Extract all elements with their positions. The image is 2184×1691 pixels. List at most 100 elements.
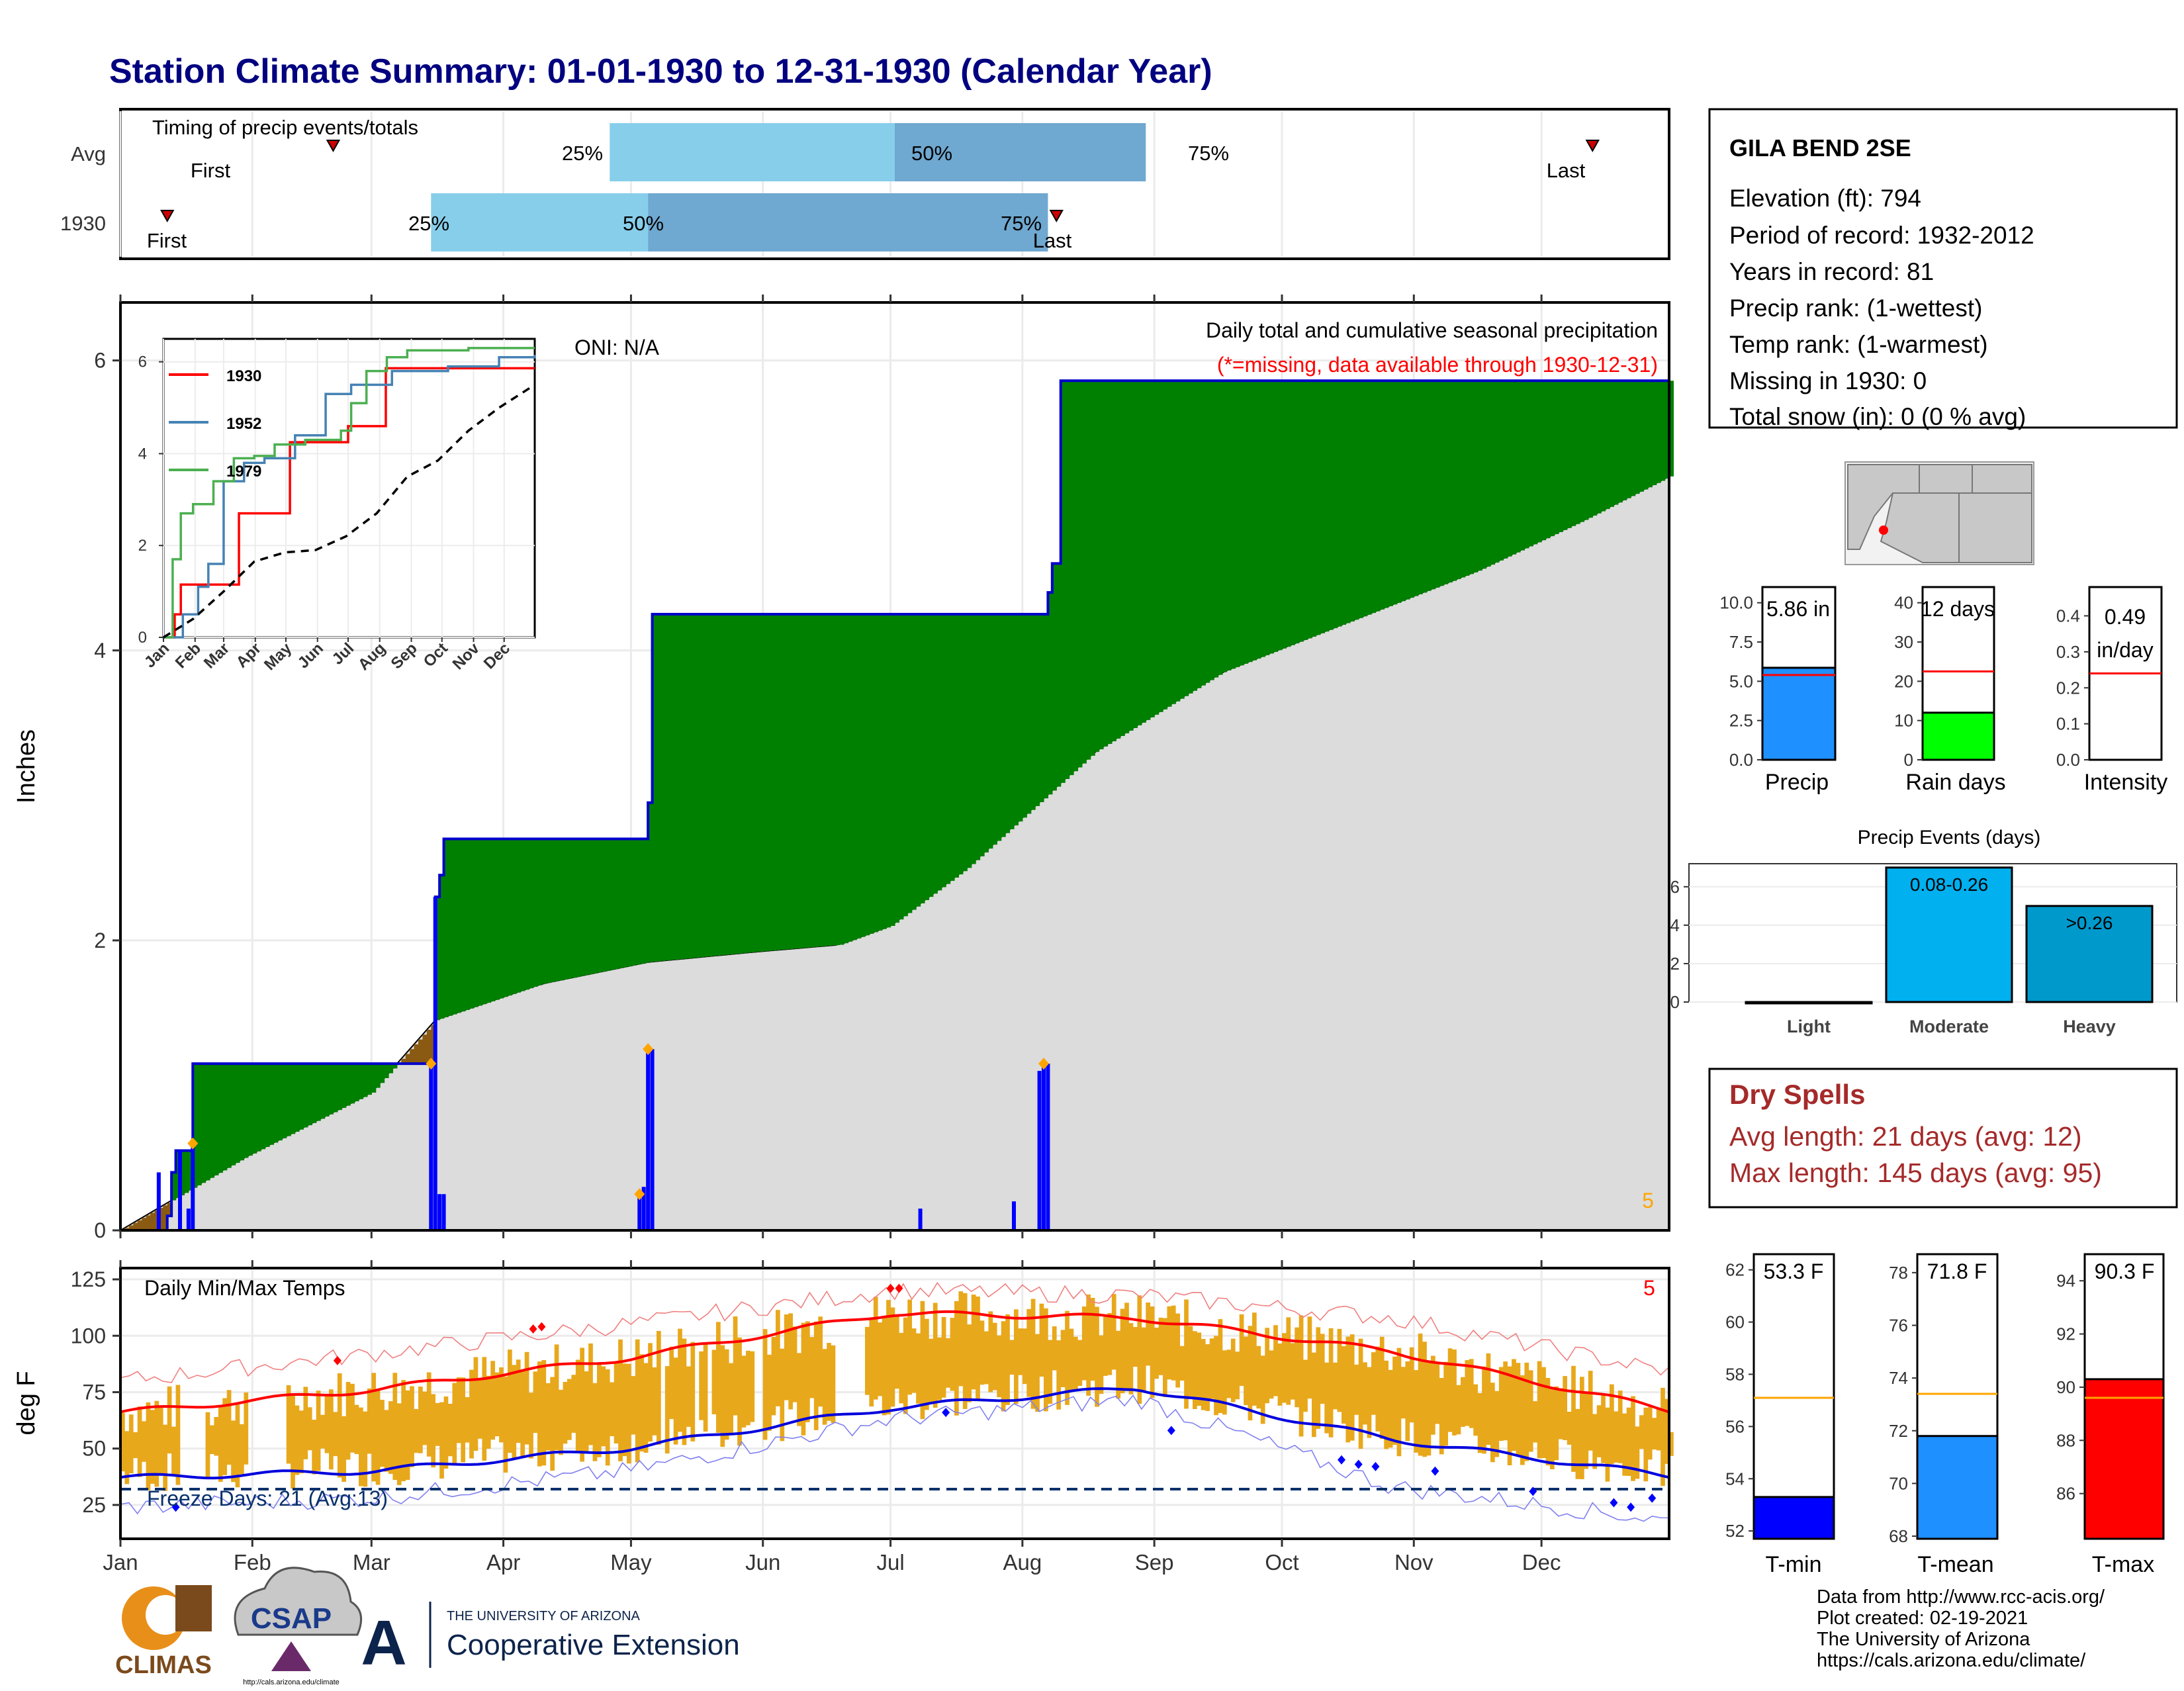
timing-1930-last: Last: [1033, 229, 1072, 252]
timing-bar-50-75: [648, 193, 1048, 251]
mini-temp-tick-label: 62: [1725, 1260, 1745, 1280]
timing-bars: [160, 123, 1600, 251]
events-y-tick-label: 6: [1670, 877, 1680, 897]
month-tick-label: Jun: [745, 1550, 780, 1575]
ua-small-text: THE UNIVERSITY OF ARIZONA: [447, 1609, 641, 1623]
precip-y-label: Inches: [13, 729, 40, 803]
mini-precip-bar: [1761, 666, 1837, 761]
month-tick-label: May: [610, 1550, 652, 1575]
precip-daily-bar: [646, 1049, 651, 1230]
month-tick-label: Nov: [1394, 1550, 1433, 1575]
precip-daily-bar: [1042, 1064, 1046, 1230]
mini-precip-tick-label: 10.0: [1719, 593, 1753, 613]
mini-intensity-label: Intensity: [2084, 770, 2168, 795]
csap-mountain-shape: [271, 1641, 311, 1671]
station-line-snow: Total snow (in): 0 (0 % avg): [1729, 403, 2026, 430]
station-name: GILA BEND 2SE: [1729, 134, 1911, 161]
temp-record-low-marker: [1354, 1459, 1363, 1469]
temp-y-tick-label: 25: [82, 1493, 106, 1517]
timing-last-marker: [1585, 140, 1600, 153]
precip-daily-bar: [641, 1187, 646, 1230]
footer-line-2: Plot created: 02-19-2021: [1817, 1608, 2028, 1629]
dry-spells-box: Dry Spells Avg length: 21 days (avg: 12)…: [1708, 1068, 2178, 1209]
events-plot: Light 0.08-0.26 Moderate >0.26 Heavy 0 2 4 6: [1670, 863, 2177, 1036]
events-bar-label: 0.08-0.26: [1910, 874, 1988, 895]
timing-avg-label: Avg: [71, 142, 106, 165]
temp-y-label: deg F: [13, 1371, 40, 1435]
mini-raindays-label: Rain days: [1905, 770, 2005, 795]
mini-temp-tick-label: 56: [1725, 1416, 1745, 1436]
mini-tmin-label: T-min: [1766, 1552, 1822, 1577]
mini-temp-tick-label: 92: [2056, 1324, 2075, 1344]
timing-title: Timing of precip events/totals: [152, 116, 418, 139]
timing-1930-75: 75%: [1001, 212, 1042, 235]
precip-events-chart: Precip Events (days) Light 0.08-0.26 Moder…: [1670, 827, 2177, 1036]
mini-precip-tick-label: 7.5: [1729, 632, 1753, 652]
temp-record-high-marker: [529, 1324, 537, 1334]
temp-panel: 25 50 75 100 125 Daily Min/Max Temps 5 Freez…: [13, 1230, 1674, 1575]
mini-temp-tick-label: 88: [2056, 1430, 2075, 1450]
precip-cumulative-line: [120, 379, 1669, 1232]
events-bar-light: [1745, 1001, 1873, 1005]
precip-daily-bar: [156, 1172, 161, 1230]
events-y-tick-label: 0: [1670, 992, 1680, 1012]
temp-frame: [119, 1267, 1670, 1540]
freeze-days-label: Freeze Days: 21 (Avg:13): [147, 1486, 388, 1510]
mini-temp-tick-label: 76: [1889, 1316, 1908, 1336]
timing-last-marker: [1049, 210, 1064, 223]
timing-1930-first: First: [147, 229, 187, 252]
mini-temp-tick-label: 86: [2056, 1484, 2075, 1504]
timing-first-marker: [160, 210, 175, 223]
events-x-label: Heavy: [2063, 1017, 2116, 1036]
temp-record-max-line: [120, 1281, 1670, 1383]
month-tick-label: Apr: [486, 1550, 520, 1575]
precip-daily-bar: [186, 1209, 191, 1230]
temp-record-low-marker: [1529, 1486, 1537, 1496]
inset-line-1979: [163, 347, 535, 639]
temp-record-low-marker: [1371, 1461, 1380, 1471]
temp-record-high-marker: [333, 1355, 341, 1365]
month-tick-label: Jul: [876, 1550, 904, 1575]
locator-map: [1844, 461, 2034, 565]
mini-precip-tick-label: 0.1: [2056, 714, 2080, 734]
month-tick-label: Feb: [234, 1550, 271, 1575]
mini-temp-bar: [2083, 1378, 2165, 1540]
temp-y-tick-label: 100: [71, 1324, 106, 1348]
inset-lines: [163, 347, 536, 639]
precip-daily-bar: [918, 1209, 923, 1230]
events-title: Precip Events (days): [1858, 827, 2041, 848]
ua-logo: A THE UNIVERSITY OF ARIZONA Cooperative …: [361, 1602, 740, 1678]
events-y-tick-label: 2: [1670, 954, 1680, 974]
inset-average-line: [163, 383, 535, 639]
mini-precip-tick-label: 0: [1904, 750, 1913, 770]
timing-avg-50: 50%: [911, 142, 952, 165]
precip-daily-bar: [441, 1194, 446, 1230]
mini-precip-tick-label: 0.2: [2056, 678, 2080, 698]
month-tick-label: Mar: [353, 1550, 390, 1575]
mini-precip-tick-label: 0.0: [1729, 750, 1753, 770]
inset-y-tick-label: 2: [138, 537, 147, 555]
map-state-ut: [1919, 464, 1973, 494]
map-state-nm: [1958, 492, 2032, 563]
climas-logo: CLIMAS: [115, 1585, 212, 1679]
month-tick-label: Sep: [1135, 1550, 1174, 1575]
events-bar-moderate: [1885, 866, 2013, 1003]
inset-frame: [162, 338, 536, 639]
temp-record-high-marker: [895, 1283, 903, 1293]
timing-panel: Timing of precip events/totals Avg 1930 …: [60, 108, 1670, 260]
inset-y-tick-label: 0: [138, 629, 147, 647]
mini-precip-tick-label: 5.0: [1729, 671, 1753, 691]
timing-1930-label: 1930: [60, 212, 106, 235]
precip-daily-bar: [178, 1150, 182, 1230]
mini-precip-tick-label: 20: [1894, 671, 1913, 691]
ua-a-mark: A: [361, 1608, 406, 1678]
footer-line-3: The University of Arizona: [1817, 1629, 2030, 1650]
inset-line-1952: [163, 355, 536, 639]
mini-precip-value: 5.86 in: [1766, 597, 1830, 621]
station-line-missing: Missing in 1930: 0: [1729, 367, 1927, 394]
csap-logo: CSAP http://cals.arizona.edu/climate: [234, 1567, 363, 1686]
precip-corner-count: 5: [1642, 1189, 1654, 1212]
temp-record-low-marker: [171, 1502, 180, 1512]
mini-temp-tick-label: 72: [1889, 1421, 1908, 1441]
climas-wordmark: CLIMAS: [115, 1651, 212, 1679]
